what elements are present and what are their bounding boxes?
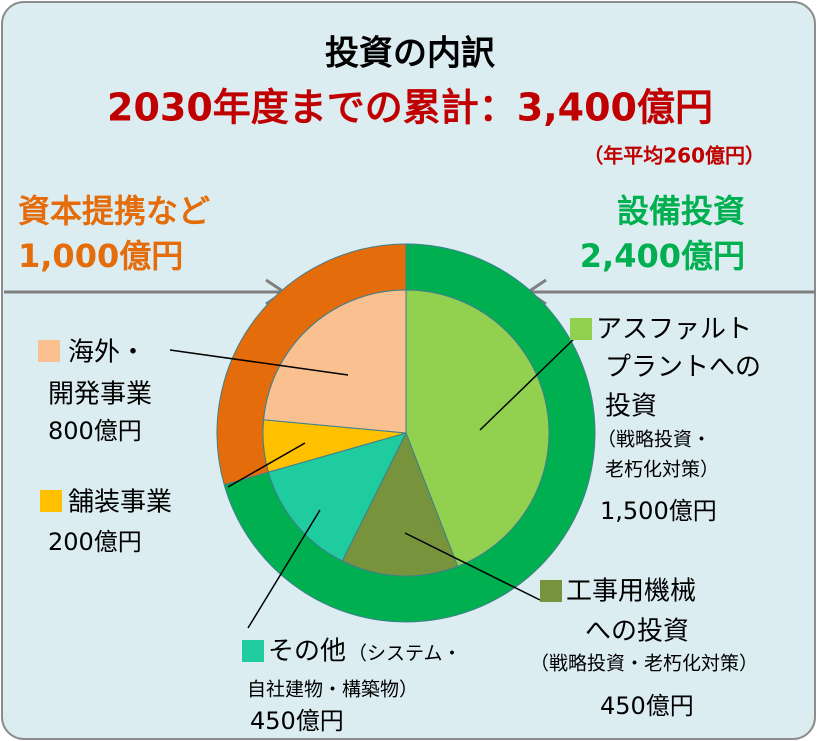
legend-label: その他 — [268, 637, 346, 667]
leader-line — [169, 349, 349, 376]
leader-line — [479, 334, 579, 431]
inner-slice — [263, 289, 407, 434]
value-label: 800億円 — [48, 417, 142, 445]
value-label: 450億円 — [250, 707, 344, 735]
value-label: 200億円 — [48, 528, 142, 556]
legend-label: 開発事業 — [48, 380, 152, 410]
chart-subtitle: 2030年度までの累計：3,400億円 — [107, 86, 713, 130]
legend-note: （戦略投資・老朽化対策） — [530, 653, 758, 675]
group-value: 2,400億円 — [580, 237, 745, 275]
legend-swatch — [38, 340, 60, 362]
inner-slice — [267, 432, 407, 562]
legend-label: 工事用機械 — [566, 577, 696, 607]
legend-swatch — [40, 490, 62, 512]
value-label: 1,500億円 — [600, 497, 717, 525]
chart-title: 投資の内訳 — [325, 34, 496, 74]
legend-note: 老朽化対策） — [605, 459, 719, 481]
chart-note: （年平均260億円） — [583, 144, 765, 168]
leader-line — [247, 509, 321, 629]
legend-swatch — [570, 318, 592, 340]
leader-line — [404, 532, 541, 601]
legend-label: 舗装事業 — [68, 488, 172, 518]
legend-swatch — [540, 580, 562, 602]
group-label: 設備投資 — [617, 192, 745, 230]
legend-label: アスファルト — [596, 315, 752, 345]
value-label: 450億円 — [600, 692, 694, 720]
legend-note: 自社建物・構築物） — [247, 679, 418, 701]
inner-slice — [405, 289, 550, 567]
legend-label: 海外・ — [68, 338, 146, 368]
group-value: 1,000億円 — [18, 237, 183, 275]
group-label: 資本提携など — [18, 192, 210, 230]
leader-line — [227, 442, 306, 488]
legend-note: （戦略投資・ — [597, 429, 711, 451]
legend-label: プラントへの — [605, 353, 761, 383]
legend-label: への投資 — [585, 617, 689, 647]
legend-note: （システム・ — [348, 643, 461, 665]
legend-swatch — [242, 640, 264, 662]
inner-slice — [341, 431, 459, 577]
legend-label: 投資 — [605, 392, 657, 422]
